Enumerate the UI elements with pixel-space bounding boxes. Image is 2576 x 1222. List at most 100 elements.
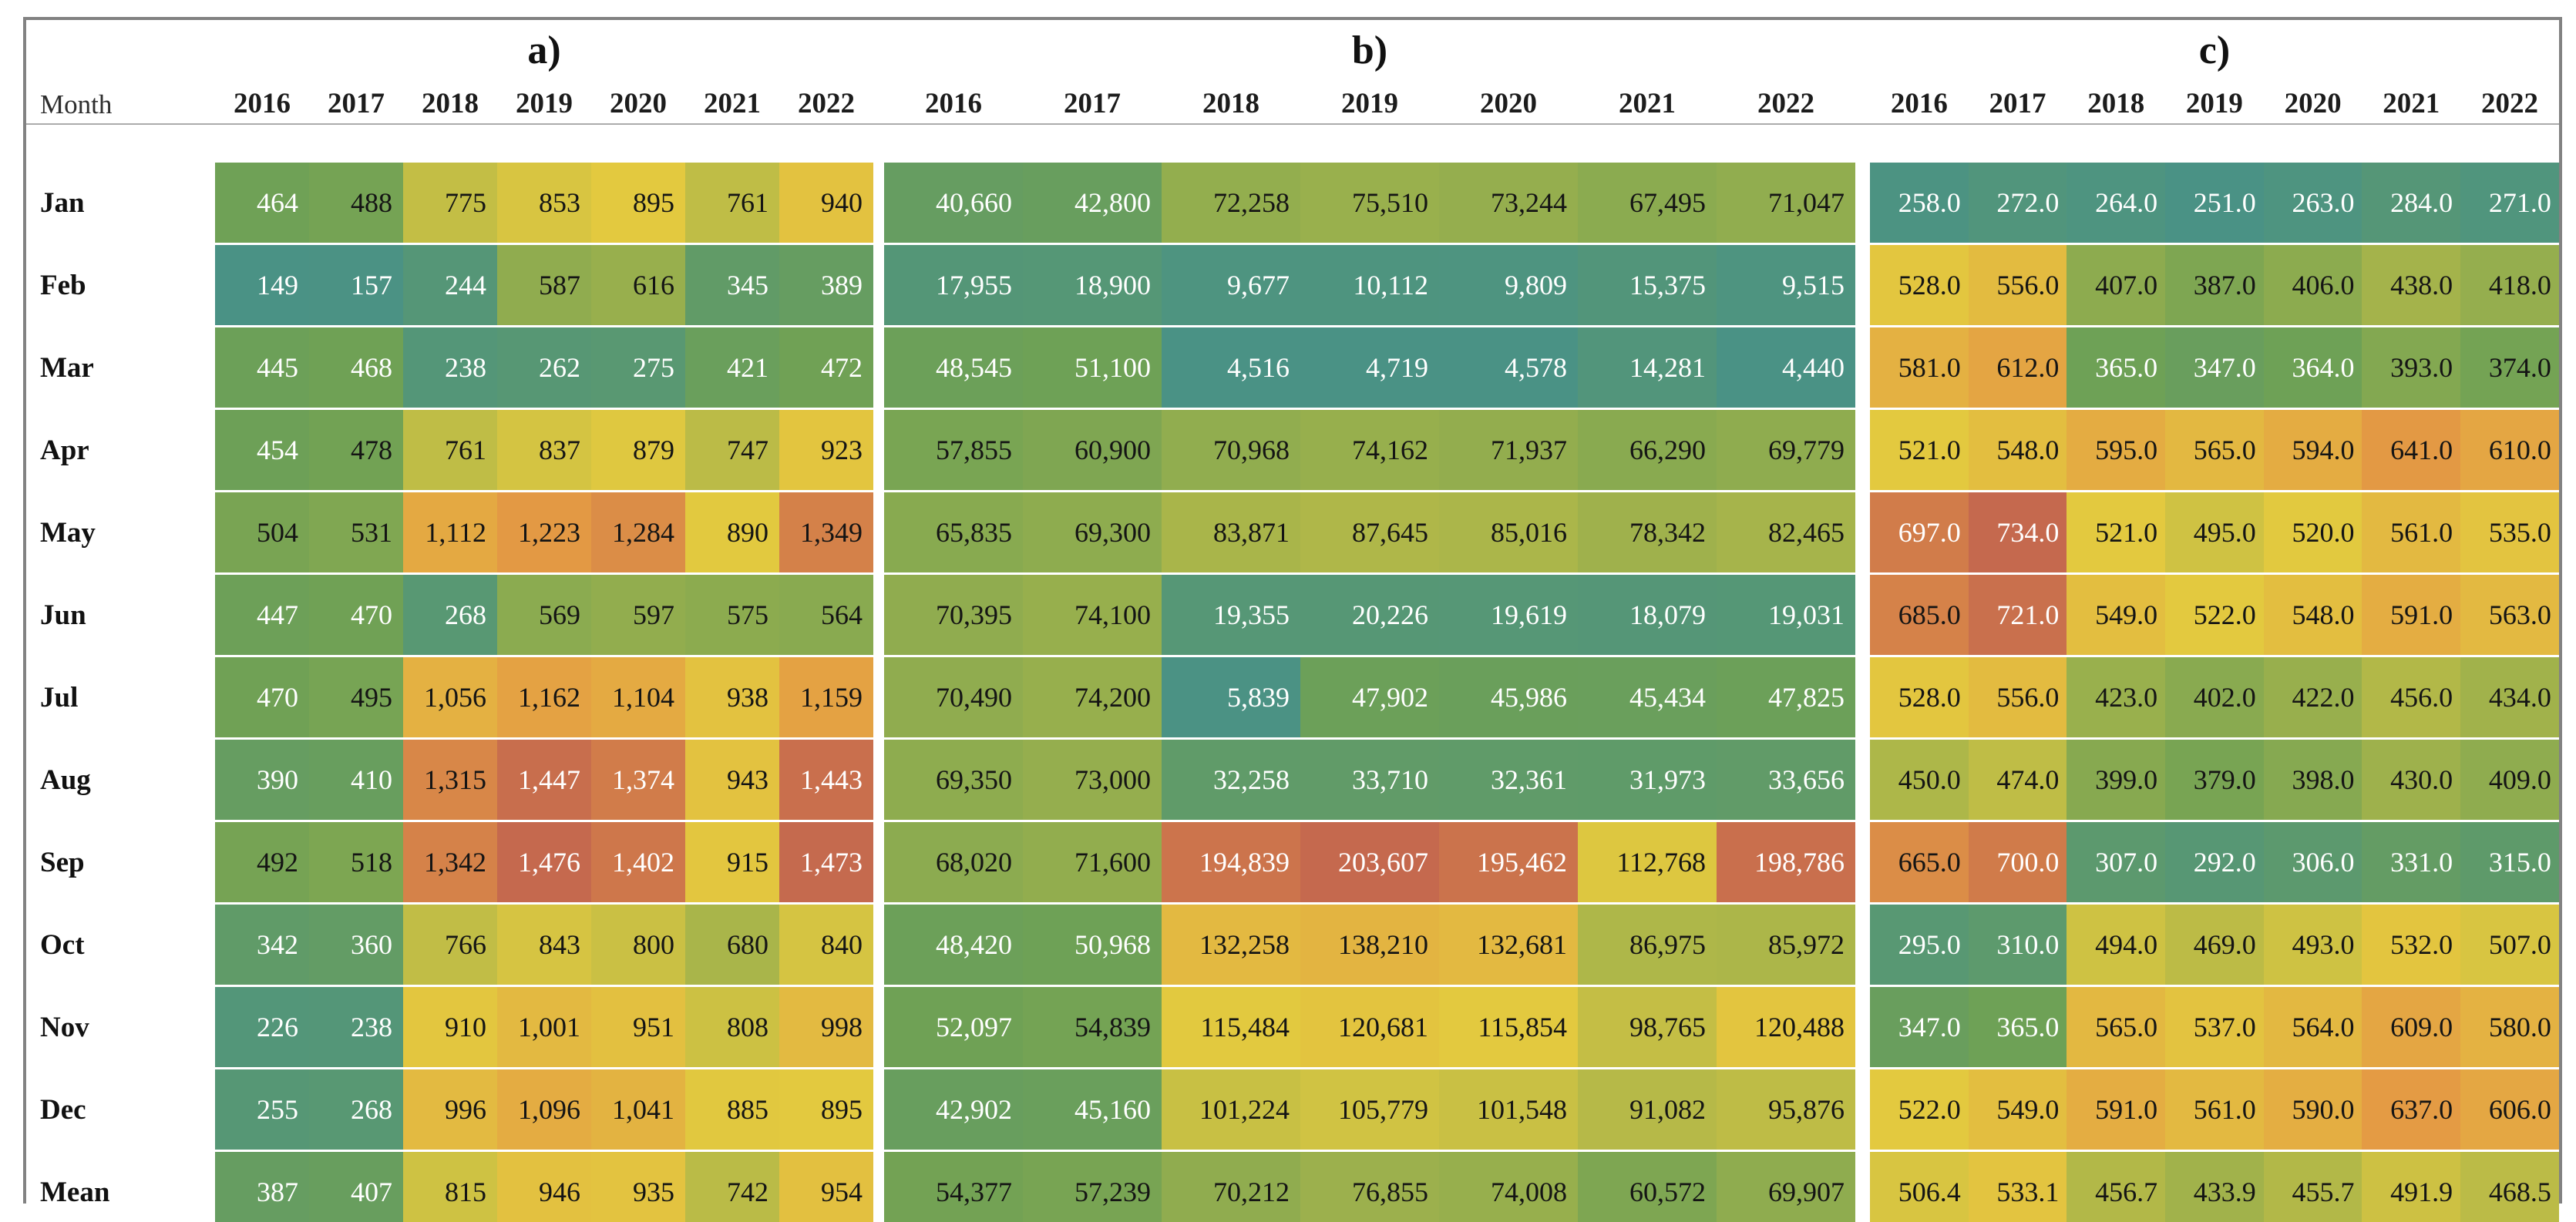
heatmap-cell: 20,226 [1300,575,1439,655]
heatmap-cell: 85,016 [1439,492,1578,572]
heatmap-cell: 563.0 [2460,575,2559,655]
heatmap-cell: 157 [309,245,403,325]
heatmap-cell: 700.0 [1968,822,2067,902]
heatmap-cell: 564.0 [2263,987,2362,1067]
panel-separator [1855,1152,1870,1222]
heatmap-cell: 10,112 [1300,245,1439,325]
heatmap-cell: 456.0 [2362,657,2461,737]
heatmap-cell: 1,447 [497,740,591,820]
heatmap-cell: 52,097 [884,987,1023,1067]
heatmap-cell: 4,440 [1717,327,1855,408]
panel-title-a: a) [527,29,561,72]
panel-separator [873,492,884,572]
panel-separator [1855,80,1870,125]
row-label-month: May [26,492,215,572]
column-header-year: 2022 [1717,80,1855,125]
heatmap-cell: 132,258 [1162,905,1300,985]
heatmap-cell: 19,355 [1162,575,1300,655]
heatmap-cell: 800 [591,905,685,985]
panel-separator [1855,575,1870,655]
heatmap-cell: 1,001 [497,987,591,1067]
heatmap-cell: 112,768 [1578,822,1717,902]
heatmap-cell: 996 [403,1069,497,1150]
heatmap-cell: 98,765 [1578,987,1717,1067]
heatmap-cell: 493.0 [2263,905,2362,985]
heatmap-cell: 331.0 [2362,822,2461,902]
heatmap-cell: 364.0 [2263,327,2362,408]
heatmap-cell: 9,677 [1162,245,1300,325]
heatmap-cell: 606.0 [2460,1069,2559,1150]
panel-separator [1855,987,1870,1067]
heatmap-cell: 365.0 [1968,987,2067,1067]
heatmap-cell: 347.0 [1870,987,1969,1067]
heatmap-cell: 491.9 [2362,1152,2461,1222]
heatmap-cell: 74,008 [1439,1152,1578,1222]
heatmap-cell: 454 [215,410,309,490]
heatmap-cell: 258.0 [1870,163,1969,243]
heatmap-cell: 15,375 [1578,245,1717,325]
heatmap-cell: 65,835 [884,492,1023,572]
heatmap-cell: 445 [215,327,309,408]
heatmap-cell: 272.0 [1968,163,2067,243]
heatmap-cell: 447 [215,575,309,655]
heatmap-cell: 101,548 [1439,1069,1578,1150]
heatmap-cell: 609.0 [2362,987,2461,1067]
heatmap-cell: 45,986 [1439,657,1578,737]
heatmap-cell: 33,710 [1300,740,1439,820]
row-label-month: Oct [26,905,215,985]
panel-separator [1855,657,1870,737]
heatmap-cell: 522.0 [1870,1069,1969,1150]
heatmap-cell: 83,871 [1162,492,1300,572]
heatmap-cell: 268 [309,1069,403,1150]
panel-separator [873,410,884,490]
heatmap-cell: 1,374 [591,740,685,820]
heatmap-cell: 66,290 [1578,410,1717,490]
heatmap-cell: 264.0 [2067,163,2166,243]
heatmap-cell: 360 [309,905,403,985]
panel-separator [873,80,884,125]
heatmap-cell: 1,315 [403,740,497,820]
heatmap-cell: 1,112 [403,492,497,572]
heatmap-cell: 70,212 [1162,1152,1300,1222]
heatmap-cell: 9,809 [1439,245,1578,325]
panel-separator [1855,822,1870,902]
heatmap-cell: 434.0 [2460,657,2559,737]
heatmap-cell: 1,056 [403,657,497,737]
heatmap-cell: 1,284 [591,492,685,572]
row-label-month: Mar [26,327,215,408]
heatmap-cell: 455.7 [2263,1152,2362,1222]
heatmap-cell: 575 [685,575,779,655]
heatmap-grid: Month 2016 2017 2018 2019 2020 2021 2022 2016 201… [26,80,2559,1222]
heatmap-cell: 565.0 [2165,410,2264,490]
column-header-year: 2017 [1968,80,2067,125]
figure-frame: a) b) c) Month 2016 2017 2018 2019 2020 2021 20… [23,17,2562,1222]
heatmap-cell: 468 [309,327,403,408]
heatmap-cell: 890 [685,492,779,572]
column-header-year: 2019 [1300,80,1439,125]
heatmap-cell: 238 [403,327,497,408]
heatmap-cell: 268 [403,575,497,655]
heatmap-cell: 837 [497,410,591,490]
heatmap-cell: 522.0 [2165,575,2264,655]
column-header-year: 2021 [1578,80,1717,125]
heatmap-cell: 548.0 [2263,575,2362,655]
heatmap-cell: 86,975 [1578,905,1717,985]
heatmap-cell: 78,342 [1578,492,1717,572]
heatmap-cell: 251.0 [2165,163,2264,243]
heatmap-cell: 75,510 [1300,163,1439,243]
heatmap-cell: 843 [497,905,591,985]
heatmap-cell: 418.0 [2460,245,2559,325]
heatmap-cell: 423.0 [2067,657,2166,737]
heatmap-cell: 73,000 [1023,740,1162,820]
heatmap-cell: 32,361 [1439,740,1578,820]
heatmap-cell: 472 [779,327,873,408]
heatmap-cell: 840 [779,905,873,985]
heatmap-cell: 71,937 [1439,410,1578,490]
heatmap-cell: 40,660 [884,163,1023,243]
heatmap-cell: 1,402 [591,822,685,902]
heatmap-cell: 507.0 [2460,905,2559,985]
heatmap-cell: 761 [403,410,497,490]
column-header-year: 2018 [1162,80,1300,125]
heatmap-cell: 685.0 [1870,575,1969,655]
